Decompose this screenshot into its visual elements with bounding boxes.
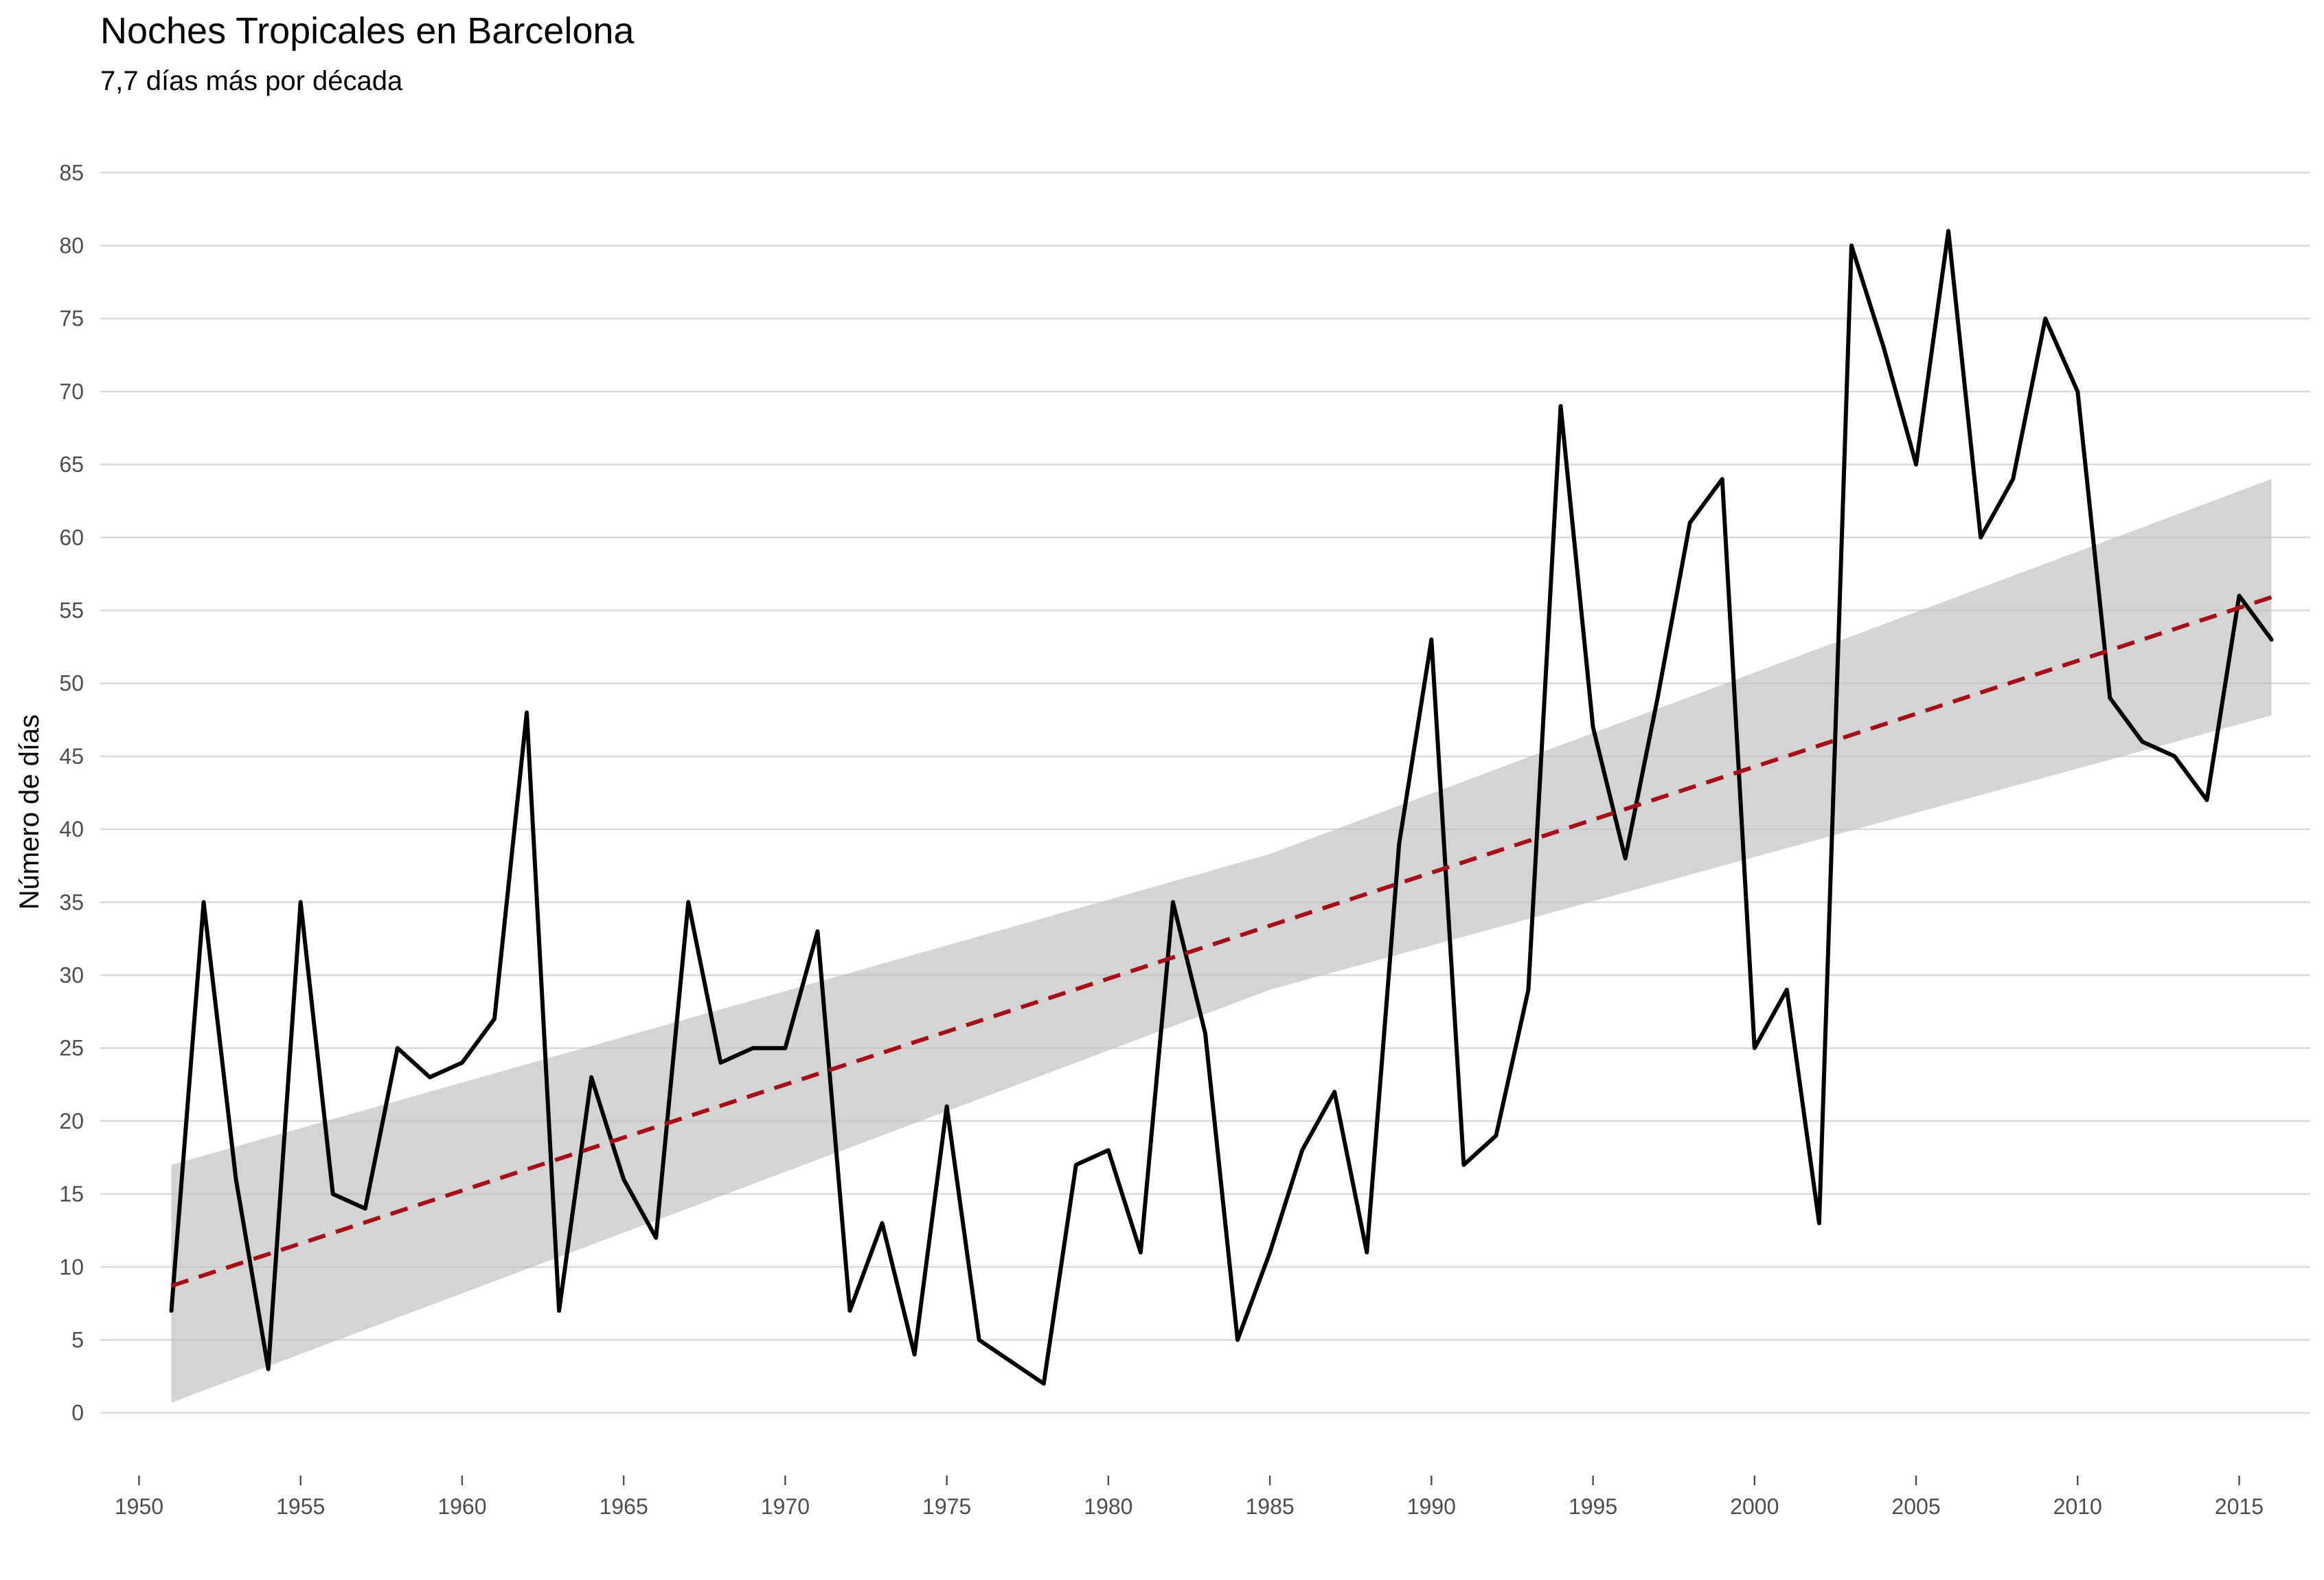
y-tick-label-45: 45 (59, 744, 84, 769)
x-tick-label-2005: 2005 (1891, 1494, 1940, 1519)
chart-subtitle: 7,7 días más por década (100, 66, 403, 96)
series-line-tropical-nights (169, 229, 2274, 1386)
y-tick-label-70: 70 (59, 379, 84, 404)
trend-line (170, 595, 2272, 1288)
x-tick-label-1995: 1995 (1569, 1494, 1617, 1519)
y-tick-label-25: 25 (59, 1036, 84, 1061)
y-tick-label-35: 35 (59, 890, 84, 914)
x-tick-label-1955: 1955 (276, 1494, 325, 1519)
y-tick-label-50: 50 (59, 671, 84, 696)
y-tick-label-55: 55 (59, 598, 84, 623)
y-tick-label-60: 60 (59, 525, 84, 550)
x-tick-label-1970: 1970 (761, 1494, 810, 1519)
trend-line-layer (170, 595, 2272, 1288)
series-line-layer (169, 229, 2274, 1386)
chart-title: Noches Tropicales en Barcelona (100, 10, 635, 52)
x-tick-label-1975: 1975 (922, 1494, 971, 1519)
y-tick-label-10: 10 (59, 1254, 84, 1279)
x-axis-ticks: 1950 1955 1960 1965 1970 1975 1980 1985 1990 1995… (115, 1476, 2264, 1519)
y-tick-label-5: 5 (71, 1327, 84, 1352)
y-tick-label-75: 75 (59, 306, 84, 331)
y-tick-label-30: 30 (59, 962, 84, 987)
x-tick-label-1985: 1985 (1245, 1494, 1294, 1519)
x-tick-label-1980: 1980 (1084, 1494, 1132, 1519)
y-tick-label-80: 80 (59, 234, 84, 258)
x-tick-label-2015: 2015 (2215, 1494, 2264, 1519)
x-tick-label-1950: 1950 (115, 1494, 163, 1519)
y-axis-title: Número de días (14, 714, 45, 910)
x-tick-label-1965: 1965 (600, 1494, 648, 1519)
x-tick-label-1990: 1990 (1407, 1494, 1456, 1519)
y-axis-ticks: 0 5 10 15 20 25 30 35 40 45 50 55 60 65 70 75 80 85 (59, 160, 84, 1425)
x-tick-label-2000: 2000 (1730, 1494, 1779, 1519)
x-tick-label-1960: 1960 (437, 1494, 486, 1519)
y-tick-label-20: 20 (59, 1109, 84, 1133)
y-tick-label-0: 0 (71, 1401, 84, 1425)
y-tick-label-65: 65 (59, 452, 84, 477)
y-tick-label-40: 40 (59, 817, 84, 842)
x-tick-label-2010: 2010 (2053, 1494, 2102, 1519)
y-tick-label-85: 85 (59, 160, 84, 185)
y-tick-label-15: 15 (59, 1182, 84, 1206)
